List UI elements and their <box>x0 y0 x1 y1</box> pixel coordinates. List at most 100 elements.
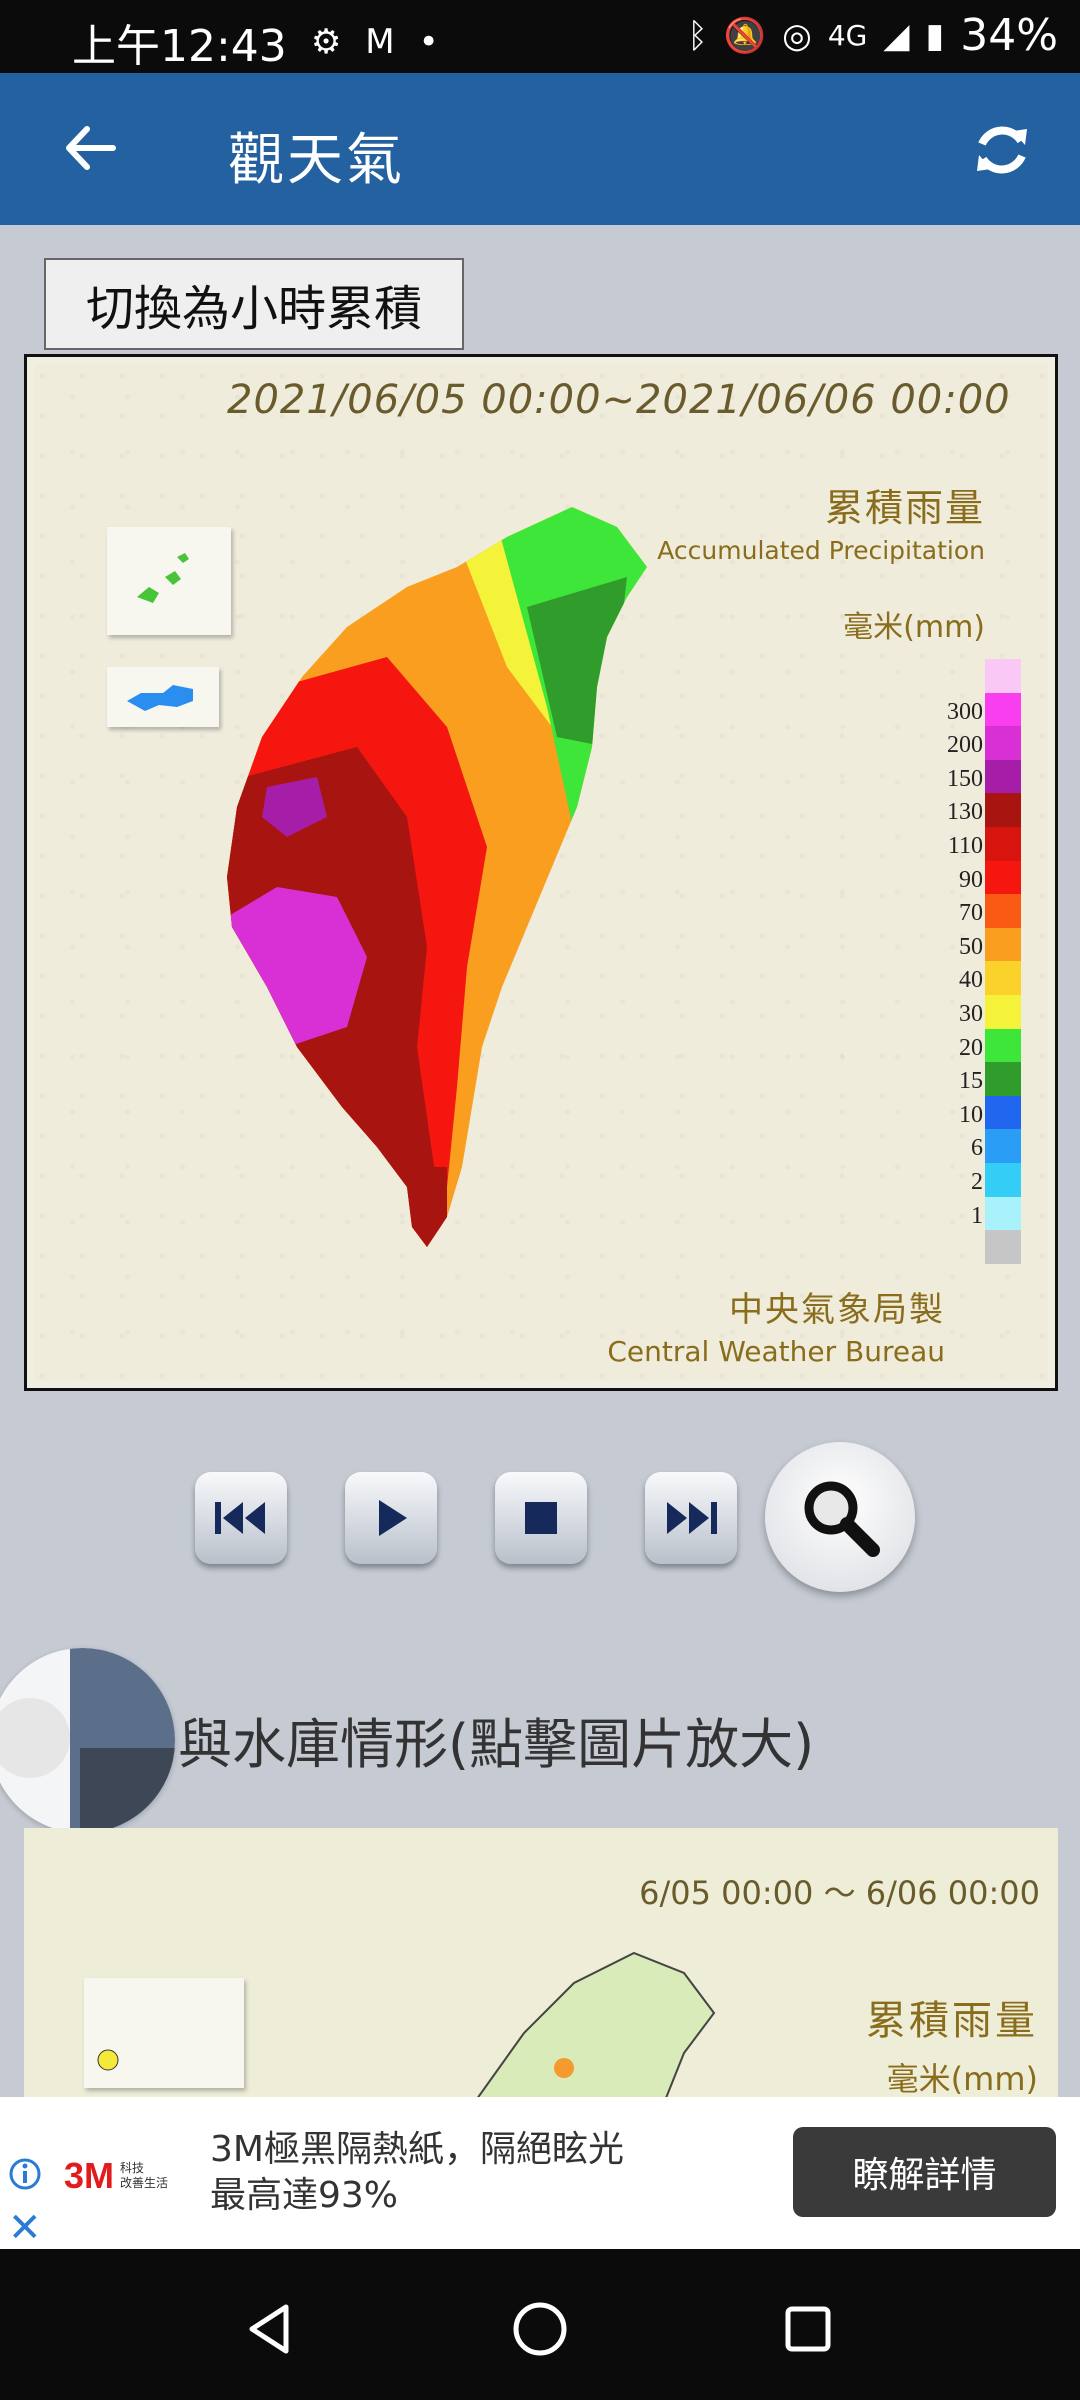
taiwan-rainfall-shape <box>227 507 647 1247</box>
playback-controls <box>0 1442 1080 1592</box>
legend-label: 2 <box>971 1168 983 1195</box>
legend-swatch <box>985 1095 1021 1130</box>
legend-row: 200 <box>923 726 1033 760</box>
legend-label: 90 <box>959 866 983 893</box>
legend-label: 50 <box>959 933 983 960</box>
gmail-icon: M <box>365 22 395 62</box>
stop-button[interactable] <box>495 1472 587 1564</box>
legend-swatch <box>985 726 1021 760</box>
reservoir-date-range: 6/05 00:00 ～ 6/06 00:00 <box>639 1874 1040 1912</box>
network-type: 4G <box>827 19 868 52</box>
gear-icon: ⚙ <box>310 22 342 62</box>
precipitation-legend: 300 200 150 130 110 90 70 50 40 30 20 15 10 6 2 1 <box>923 659 1033 1264</box>
legend-row: 6 <box>923 1129 1033 1163</box>
page-title: 觀天氣 <box>228 128 405 193</box>
legend-label: 200 <box>947 732 983 759</box>
zoom-button[interactable] <box>765 1442 915 1592</box>
skip-back-button[interactable] <box>195 1472 287 1564</box>
signal-icon: ◢ <box>883 15 910 56</box>
legend-swatch <box>985 826 1021 861</box>
search-icon <box>804 1481 880 1557</box>
app-bar: 觀天氣 <box>0 73 1080 225</box>
legend-row: 1 <box>923 1196 1033 1231</box>
refresh-icon[interactable] <box>969 117 1035 183</box>
info-icon[interactable] <box>8 2157 42 2191</box>
legend-label: 20 <box>959 1034 983 1061</box>
legend-row: 150 <box>923 759 1033 794</box>
ad-banner[interactable]: ✕ 3M 科技 改善生活 3M極黑隔熱紙，隔絕眩光 最高達93% 瞭解詳情 <box>0 2097 1080 2251</box>
legend-label: 10 <box>959 1101 983 1128</box>
legend-row: 70 <box>923 894 1033 928</box>
reservoir-legend: 累積雨量 毫米(mm) <box>866 1998 1038 2098</box>
legend-swatch <box>985 1230 1021 1264</box>
legend-label: 40 <box>959 967 983 994</box>
legend-swatch <box>985 927 1021 962</box>
legend-swatch <box>985 659 1021 693</box>
legend-swatch <box>985 1196 1021 1231</box>
toggle-hourly-button[interactable]: 切換為小時累積 <box>44 258 464 350</box>
legend-row <box>923 659 1033 693</box>
ad-text: 3M極黑隔熱紙，隔絕眩光 最高達93% <box>210 2129 624 2216</box>
legend-label: 30 <box>959 1000 983 1027</box>
skip-back-icon <box>215 1502 265 1534</box>
close-icon[interactable]: ✕ <box>8 2205 42 2251</box>
clock: 上午12:43 <box>72 21 287 72</box>
status-bar: 上午12:43 ⚙ M • ᛒ 🔕 ◎ 4G ◢ ▮ 34% <box>0 0 1080 73</box>
nav-recents-icon[interactable] <box>778 2299 838 2359</box>
back-arrow-icon[interactable] <box>55 113 125 183</box>
section-title: 與水庫情形(點擊圖片放大) <box>178 1713 815 1776</box>
legend-row: 20 <box>923 1028 1033 1063</box>
mute-icon: 🔕 <box>723 15 767 56</box>
legend-swatch <box>985 1062 1021 1096</box>
legend-label: 110 <box>947 832 983 859</box>
battery-level: 34% <box>960 10 1058 61</box>
dot-icon: • <box>418 22 439 62</box>
legend-label: 1 <box>971 1202 983 1229</box>
legend-swatch <box>985 793 1021 827</box>
matsu-inset <box>107 527 231 635</box>
legend-row: 50 <box>923 927 1033 962</box>
legend-swatch <box>985 894 1021 928</box>
legend-row: 2 <box>923 1162 1033 1197</box>
ad-cta-button[interactable]: 瞭解詳情 <box>793 2127 1056 2217</box>
legend-row: 40 <box>923 961 1033 995</box>
legend-label: 15 <box>959 1068 983 1095</box>
legend-label: 300 <box>947 698 983 725</box>
legend-swatch <box>985 994 1021 1029</box>
floating-avatar[interactable] <box>0 1648 175 1833</box>
nav-home-icon[interactable] <box>508 2297 572 2361</box>
navigation-bar <box>0 2249 1080 2400</box>
legend-row <box>923 1230 1033 1264</box>
credit: 中央氣象局製 Central Weather Bureau <box>607 1290 945 1368</box>
legend-swatch <box>985 1162 1021 1197</box>
ad-brand: 3M 科技 改善生活 <box>64 2155 169 2196</box>
skip-forward-button[interactable] <box>645 1472 737 1564</box>
legend-row: 10 <box>923 1095 1033 1130</box>
legend-unit: 毫米(mm) <box>843 610 985 645</box>
legend-swatch <box>985 860 1021 895</box>
legend-row: 130 <box>923 793 1033 827</box>
legend-swatch <box>985 692 1021 727</box>
legend-row: 15 <box>923 1062 1033 1096</box>
legend-swatch <box>985 961 1021 995</box>
play-icon <box>379 1500 407 1536</box>
kinmen-inset <box>107 667 219 727</box>
legend-swatch <box>985 1129 1021 1163</box>
map-date-range: 2021/06/05 00:00~2021/06/06 00:00 <box>227 377 1011 423</box>
stop-icon <box>525 1502 557 1534</box>
legend-swatch <box>985 1028 1021 1063</box>
rainfall-map[interactable]: 2021/06/05 00:00~2021/06/06 00:00 累積雨量 <box>24 354 1058 1391</box>
hotspot-icon: ◎ <box>782 15 812 56</box>
nav-back-icon[interactable] <box>240 2299 300 2359</box>
bluetooth-icon: ᛒ <box>687 15 708 56</box>
legend-title: 累積雨量 Accumulated Precipitation <box>657 486 985 565</box>
skip-forward-icon <box>667 1502 717 1534</box>
legend-row: 90 <box>923 860 1033 895</box>
legend-row: 30 <box>923 994 1033 1029</box>
legend-label: 70 <box>959 900 983 927</box>
play-button[interactable] <box>345 1472 437 1564</box>
legend-row: 110 <box>923 826 1033 861</box>
legend-label: 130 <box>947 799 983 826</box>
legend-label: 150 <box>947 765 983 792</box>
battery-icon: ▮ <box>925 15 945 56</box>
